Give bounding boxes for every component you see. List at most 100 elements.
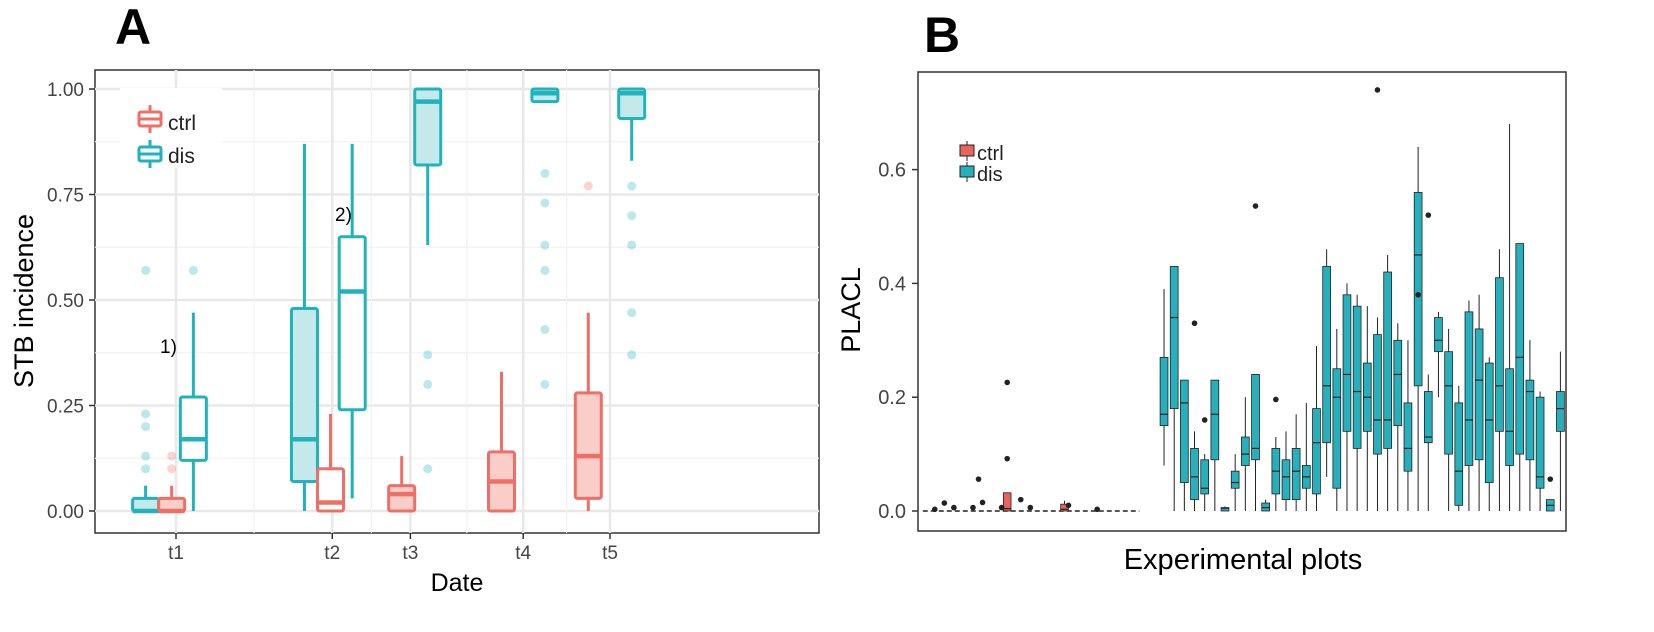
y-tick-label: 0.4 bbox=[878, 273, 906, 295]
outlier-point bbox=[941, 500, 948, 506]
box-dis bbox=[1454, 385, 1464, 511]
x-tick-label: t5 bbox=[602, 543, 618, 564]
box-dis bbox=[1241, 397, 1250, 511]
box-iqr bbox=[1373, 334, 1382, 455]
outlier-point bbox=[1004, 379, 1010, 386]
box-dis bbox=[1190, 431, 1199, 511]
box-dis bbox=[1495, 249, 1504, 511]
legend-key-dis-a bbox=[137, 140, 163, 168]
box-iqr bbox=[1413, 191, 1423, 387]
boxes-b bbox=[922, 87, 1565, 513]
outlier-point bbox=[188, 265, 198, 275]
box-ctrl bbox=[1002, 492, 1012, 512]
box-iqr bbox=[289, 306, 319, 483]
legend-key-ctrl-b bbox=[959, 141, 975, 161]
box-iqr bbox=[1434, 317, 1443, 353]
box-iqr bbox=[1484, 362, 1494, 483]
outlier-point bbox=[1425, 212, 1432, 218]
box-iqr bbox=[573, 391, 603, 500]
box-iqr bbox=[1515, 243, 1525, 455]
box-dis bbox=[1281, 431, 1291, 511]
box-iqr bbox=[1505, 368, 1514, 466]
outlier-point bbox=[423, 350, 433, 360]
box-dis bbox=[1545, 499, 1555, 512]
box-iqr bbox=[1200, 459, 1210, 495]
legend-label-ctrl-b: ctrl bbox=[977, 143, 1004, 165]
outlier-point bbox=[979, 499, 986, 506]
box-dis bbox=[1322, 249, 1331, 477]
box-dis bbox=[1362, 306, 1372, 511]
box-iqr bbox=[1291, 448, 1301, 501]
box-iqr bbox=[1312, 408, 1321, 495]
outlier-point bbox=[975, 476, 982, 482]
box-iqr bbox=[1190, 448, 1199, 501]
box-iqr bbox=[1444, 351, 1453, 455]
box-iqr bbox=[1281, 459, 1291, 501]
outlier-point bbox=[1374, 87, 1381, 93]
box-ctrl bbox=[316, 413, 346, 513]
box-dis bbox=[1261, 499, 1270, 512]
box-ctrl bbox=[573, 181, 603, 511]
legend-label-ctrl-a: ctrl bbox=[168, 112, 196, 135]
legend-key-dis-b bbox=[959, 162, 975, 182]
outlier-point bbox=[998, 504, 1005, 511]
boxes-a bbox=[131, 87, 647, 514]
y-tick-label: 0.25 bbox=[47, 397, 84, 418]
x-tick-label: t1 bbox=[168, 543, 184, 564]
box-dis bbox=[131, 265, 161, 514]
outlier-point bbox=[1547, 476, 1554, 482]
annotation-1: 1) bbox=[160, 337, 177, 358]
outlier-point bbox=[627, 308, 637, 318]
box-dis bbox=[1444, 328, 1453, 511]
box-iqr bbox=[413, 87, 443, 167]
outlier-point bbox=[423, 464, 433, 474]
box-ctrl bbox=[157, 451, 187, 514]
outlier-point bbox=[540, 240, 550, 250]
box-iqr bbox=[1251, 374, 1260, 461]
box-dis bbox=[1464, 300, 1474, 511]
axes-a: 0.00 0.25 0.50 0.75 1.00 t1 t2 t3 t4 t5 bbox=[47, 80, 618, 564]
box-dis bbox=[1535, 391, 1545, 511]
outlier-point bbox=[1191, 320, 1198, 327]
outlier-point bbox=[627, 240, 637, 250]
outlier-point bbox=[1065, 502, 1072, 509]
outlier-point bbox=[583, 181, 593, 191]
box-dis bbox=[1373, 317, 1382, 511]
outlier-point bbox=[1273, 396, 1279, 403]
outlier-point bbox=[141, 422, 151, 432]
y-tick-label: 0.0 bbox=[878, 501, 906, 523]
outlier-point bbox=[1004, 455, 1010, 462]
box-dis bbox=[1423, 374, 1433, 511]
box-dis bbox=[1230, 454, 1240, 511]
box-dis bbox=[1271, 437, 1281, 511]
outlier-point bbox=[141, 265, 151, 275]
box-iqr bbox=[1454, 402, 1464, 506]
outlier-point bbox=[167, 451, 177, 461]
y-tick-label: 0.2 bbox=[878, 387, 906, 409]
box-iqr bbox=[1159, 356, 1169, 427]
box-ctrl bbox=[487, 371, 516, 513]
box-iqr bbox=[1332, 368, 1342, 489]
box-dis bbox=[1393, 323, 1403, 511]
outlier-point bbox=[1201, 417, 1208, 423]
outlier-point bbox=[141, 409, 151, 419]
box-dis bbox=[1383, 254, 1392, 511]
box-dis bbox=[337, 143, 367, 499]
outlier-point bbox=[167, 464, 177, 474]
box-dis bbox=[1302, 402, 1311, 511]
axes-b: 0.0 0.2 0.4 0.6 bbox=[878, 160, 918, 523]
legend-b: ctrl dis bbox=[959, 141, 1004, 186]
outlier-point bbox=[540, 168, 550, 178]
box-iqr bbox=[1525, 379, 1535, 461]
box-dis bbox=[1200, 454, 1210, 511]
box-dis bbox=[413, 87, 443, 474]
legend-label-dis-a: dis bbox=[168, 145, 195, 168]
box-iqr bbox=[1535, 396, 1545, 489]
box-dis bbox=[1220, 506, 1230, 512]
box-dis bbox=[1169, 265, 1179, 511]
y-axis-title-b: PLACL bbox=[836, 267, 866, 353]
x-tick-label: t4 bbox=[515, 543, 531, 564]
panel-letter-a: A bbox=[115, 0, 151, 55]
outlier-point bbox=[951, 504, 957, 511]
